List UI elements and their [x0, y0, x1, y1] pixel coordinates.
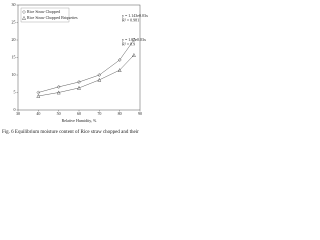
point	[132, 38, 136, 42]
point	[77, 85, 81, 90]
y-tick-label: 15	[12, 54, 16, 59]
equation: R² = 0.981	[122, 17, 139, 22]
x-tick-label: 30	[16, 111, 20, 116]
y-tick-label: 30	[12, 2, 16, 7]
legend-marker	[22, 10, 26, 14]
point	[117, 68, 122, 72]
point	[36, 93, 41, 98]
y-tick-label: 25	[12, 19, 16, 24]
point	[97, 73, 102, 77]
trend-line	[38, 39, 135, 93]
y-tick-label: 20	[12, 37, 16, 42]
point	[56, 85, 61, 89]
y-tick-label: 0	[14, 107, 16, 112]
caption: Fig. 6 Equilibrium moisture content of R…	[2, 130, 139, 135]
trend-line	[38, 54, 135, 97]
legend-label: Rice Straw Chopped	[27, 9, 60, 14]
point	[97, 77, 102, 82]
x-tick-label: 90	[138, 111, 142, 116]
x-tick-label: 50	[57, 111, 61, 116]
point	[131, 53, 136, 57]
equation: y = 1.07e0.03x	[122, 37, 146, 42]
y-tick-label: 5	[14, 89, 16, 94]
x-axis-label: Relative Humidity, %	[62, 118, 97, 124]
chart: Relative Humidity, % Fig. 6 Equilibrium …	[0, 0, 150, 150]
y-tick-label: 10	[12, 72, 16, 77]
x-tick-label: 40	[36, 111, 40, 116]
equation: R² = 0.9	[122, 41, 135, 46]
legend-box	[20, 7, 70, 23]
point	[77, 80, 81, 84]
x-tick-label: 80	[118, 111, 122, 116]
background	[0, 0, 150, 150]
point	[117, 58, 122, 62]
x-tick-label: 60	[77, 111, 81, 116]
point	[56, 90, 61, 95]
page: {"chart_data": {"type": "scatter", "capt…	[0, 0, 150, 150]
legend-marker	[22, 15, 26, 20]
legend-label: Rice Straw Chopped Briquettes	[27, 15, 78, 20]
x-tick-label: 70	[97, 111, 101, 116]
equation: y = 1.143e0.03x	[122, 13, 148, 18]
